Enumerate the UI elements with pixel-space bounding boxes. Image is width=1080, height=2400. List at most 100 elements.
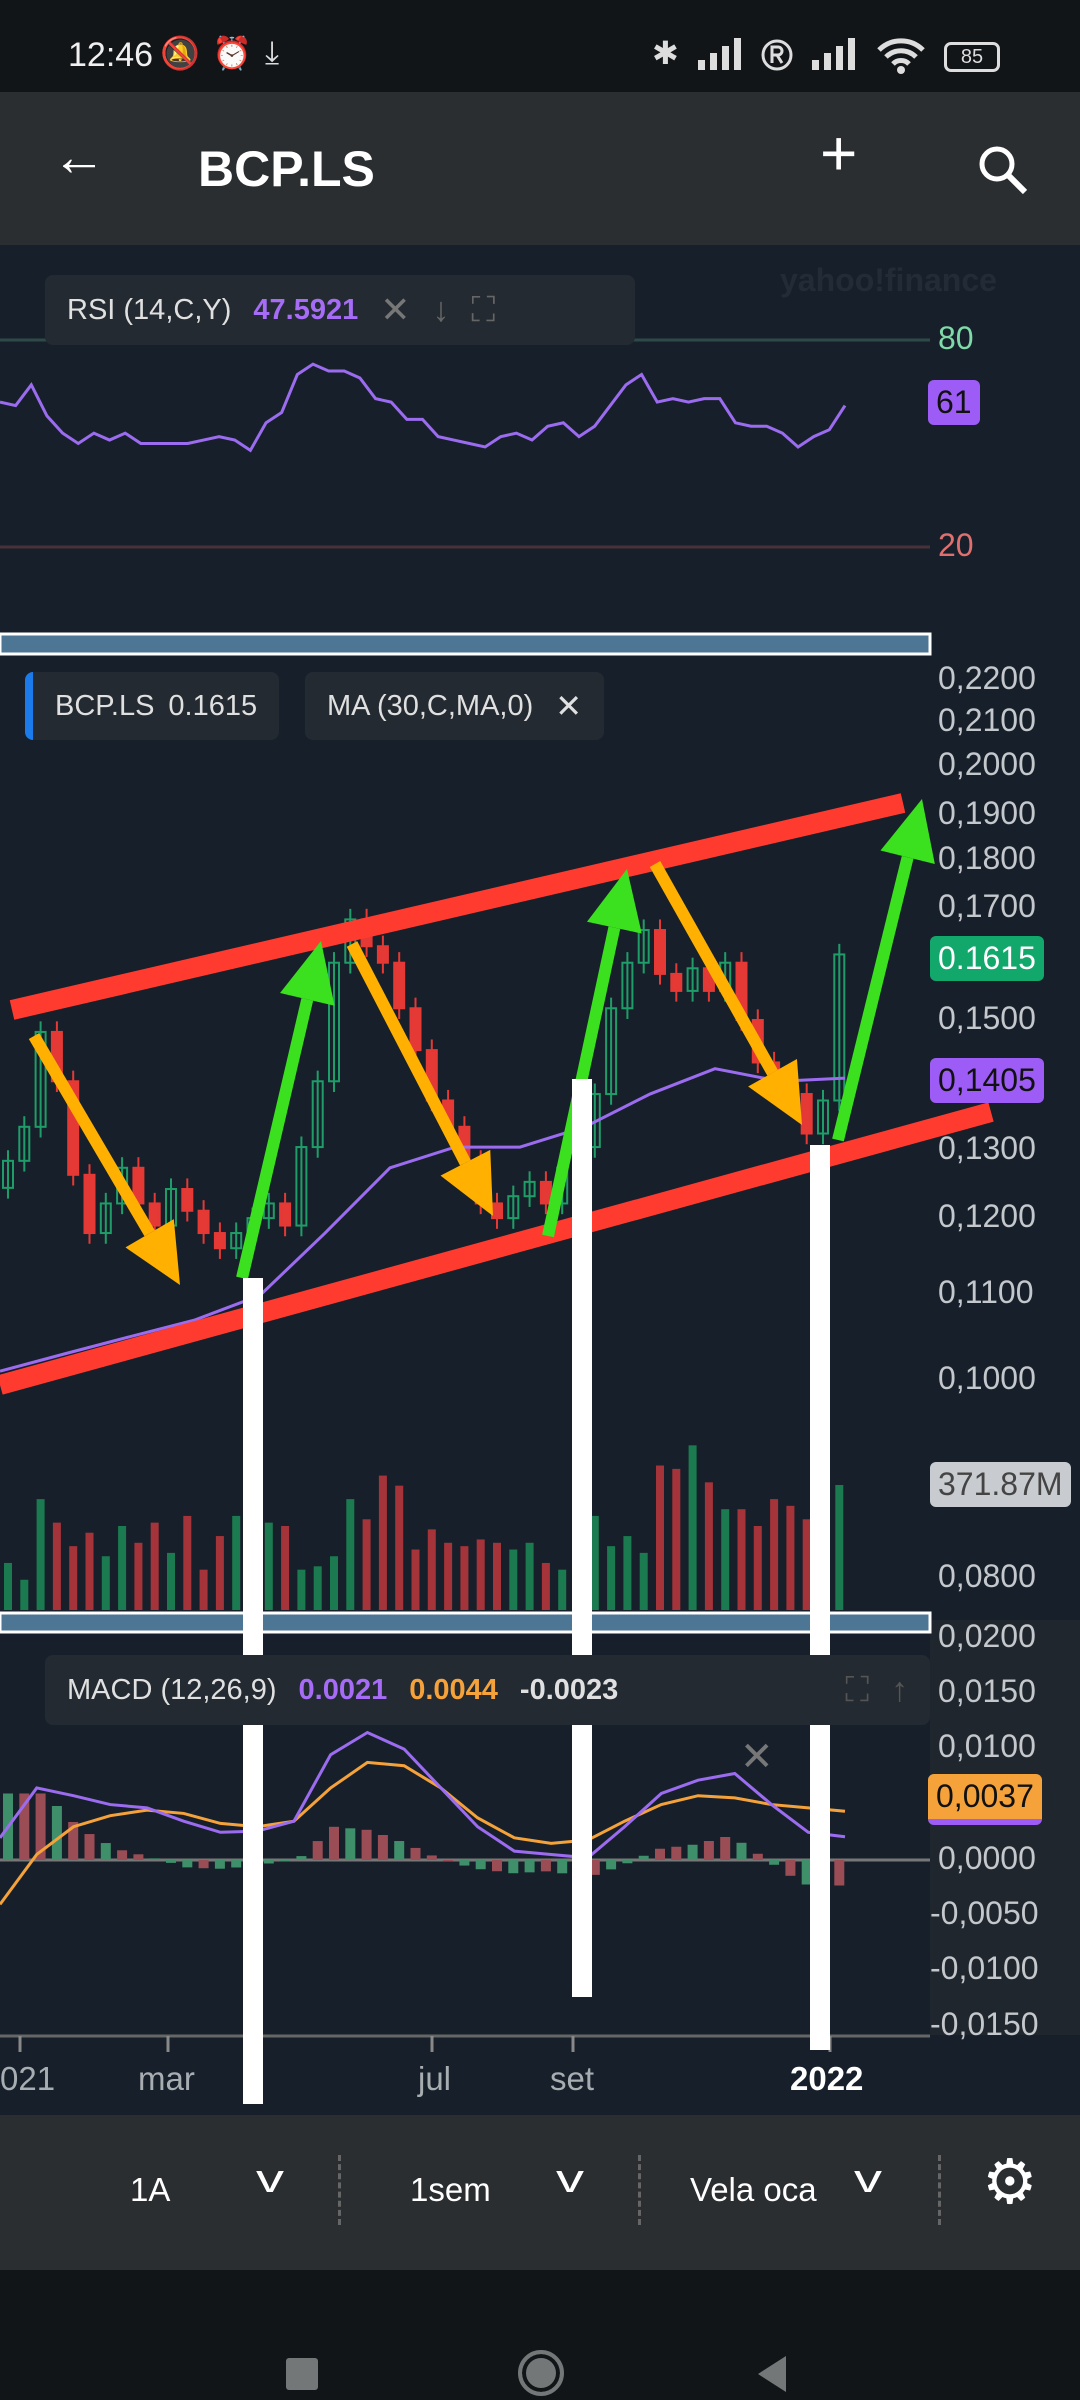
- divider: [638, 2155, 641, 2225]
- volume-bar: [378, 1475, 387, 1610]
- volume-bar: [395, 1485, 404, 1610]
- macd-histogram-bar: [752, 1853, 763, 1860]
- down-arrow-shaft: [346, 941, 471, 1166]
- back-arrow-icon[interactable]: ←: [52, 127, 106, 187]
- mute-icon: 🔕: [160, 35, 200, 71]
- volume-bar: [427, 1529, 436, 1610]
- ma-line: [0, 1067, 846, 1373]
- volume-bar: [476, 1539, 485, 1610]
- recents-icon[interactable]: [286, 2358, 318, 2390]
- chevron-down-icon[interactable]: v: [256, 2157, 284, 2201]
- fullscreen-icon[interactable]: ⛶: [845, 1670, 869, 1709]
- volume-bar: [101, 1556, 110, 1610]
- volume-bar: [770, 1499, 779, 1610]
- price-tick-label: 0,2000: [938, 746, 1036, 782]
- candle-body: [181, 1188, 194, 1212]
- volume-bar: [541, 1562, 550, 1610]
- fullscreen-icon[interactable]: ⛶: [471, 290, 496, 329]
- volume-bar: [313, 1566, 322, 1610]
- volume-bar: [656, 1465, 664, 1610]
- down-arrow-head: [125, 1219, 180, 1285]
- volume-bar: [721, 1509, 730, 1610]
- candle-body: [295, 1146, 308, 1227]
- white-marker-bar: [572, 1079, 592, 1997]
- volume-bar: [688, 1445, 697, 1610]
- macd-histogram-bar: [426, 1855, 437, 1860]
- macd-histogram-bar: [736, 1842, 747, 1860]
- x-label: jul: [418, 2060, 452, 2097]
- volume-bar: [36, 1499, 45, 1610]
- range-select[interactable]: 1A: [130, 2171, 171, 2208]
- volume-bar: [411, 1549, 420, 1610]
- macd-histogram-bar: [312, 1841, 323, 1860]
- close-icon[interactable]: ✕: [740, 1735, 774, 1779]
- volume-bar: [525, 1542, 534, 1610]
- symbol-legend: BCP.LS 0.1615: [25, 672, 280, 740]
- volume-bar: [330, 1556, 338, 1610]
- candle-body: [621, 961, 634, 1010]
- macd-histogram-bar: [117, 1850, 128, 1860]
- close-icon[interactable]: ✕: [380, 289, 411, 330]
- price-tick-label: 0,1300: [938, 1130, 1036, 1166]
- home-icon[interactable]: [518, 2350, 564, 2396]
- macd-histogram-bar: [296, 1856, 307, 1860]
- down-arrow-shaft: [649, 861, 778, 1076]
- navigation-bar: [0, 2270, 1080, 2400]
- yahoo-finance-watermark: yahoo!finance: [780, 262, 997, 298]
- interval-select[interactable]: 1sem: [410, 2171, 491, 2208]
- macd-histogram-bar: [35, 1793, 46, 1860]
- macd-histogram-bar: [214, 1860, 225, 1869]
- macd-histogram-bar: [149, 1858, 160, 1860]
- up-arrow-head: [280, 941, 335, 1006]
- wifi-icon: [877, 38, 925, 74]
- macd-histogram-bar: [459, 1860, 470, 1866]
- back-icon[interactable]: [758, 2356, 786, 2392]
- macd-histogram-bar: [410, 1847, 421, 1860]
- macd-histogram-bar: [68, 1822, 79, 1860]
- price-tick-label: 0,1500: [938, 1000, 1036, 1036]
- candle-body: [376, 945, 389, 964]
- volume-bar: [558, 1569, 567, 1610]
- volume-bar: [4, 1562, 12, 1610]
- add-icon[interactable]: +: [820, 117, 858, 189]
- macd-line: [0, 1730, 846, 1860]
- page-title: BCP.LS: [198, 141, 375, 197]
- chevron-down-icon[interactable]: v: [556, 2157, 584, 2201]
- macd-histogram-bar: [345, 1828, 356, 1860]
- chart-type-select[interactable]: Vela oca: [690, 2171, 817, 2208]
- search-icon[interactable]: [975, 142, 1031, 198]
- close-icon[interactable]: ✕: [555, 688, 583, 724]
- macd-label: MACD (12,26,9): [67, 1673, 277, 1706]
- candle-body: [311, 1080, 324, 1149]
- chevron-down-icon[interactable]: v: [854, 2157, 882, 2201]
- volume-bar: [590, 1515, 599, 1610]
- move-down-icon[interactable]: ↓: [432, 290, 450, 329]
- rsi-legend: RSI (14,C,Y) 47.5921 ✕ ↓ ⛶: [45, 275, 635, 345]
- ma-badge: 0,1405: [930, 1058, 1044, 1103]
- volume-bar: [835, 1485, 844, 1610]
- macd-histogram-bar: [475, 1860, 486, 1870]
- down-arrow-head: [748, 1058, 802, 1125]
- price-tick-label: 0,1100: [938, 1274, 1034, 1310]
- macd-histogram-bar: [785, 1860, 796, 1876]
- candle-body: [539, 1180, 552, 1205]
- candle-body: [213, 1232, 226, 1250]
- status-bar: 12:46 🔕 ⏰ ⤓ ✱ 85: [0, 0, 1080, 92]
- macd-histogram-bar: [801, 1860, 812, 1885]
- macd-histogram-bar: [508, 1860, 519, 1874]
- candle-body: [670, 972, 683, 992]
- volume-bar: [118, 1526, 127, 1610]
- volume-bar: [52, 1522, 61, 1610]
- price-tick-label: 0,2100: [938, 702, 1036, 738]
- signal-line: [0, 1760, 846, 1906]
- candle-body: [230, 1232, 243, 1250]
- macd-histogram-bar: [492, 1860, 502, 1872]
- volume-bar: [69, 1546, 78, 1610]
- macd-histogram-bar: [198, 1860, 209, 1869]
- settings-gear-icon[interactable]: ⚙: [982, 2148, 1038, 2217]
- move-up-icon[interactable]: ↑: [891, 1670, 908, 1709]
- candle-body: [34, 1030, 47, 1128]
- symbol-label: BCP.LS: [55, 689, 155, 722]
- volume-bar: [753, 1526, 762, 1610]
